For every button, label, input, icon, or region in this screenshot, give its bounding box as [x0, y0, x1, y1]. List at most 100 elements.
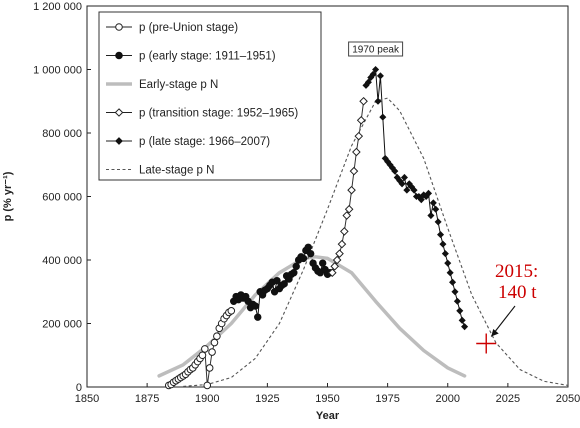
x-axis-title: Year [316, 410, 340, 422]
y-tick-label: 1 000 000 [33, 65, 82, 77]
peak-annotation-label: 1970 peak [352, 45, 400, 56]
data-point-transition-stage [328, 268, 337, 278]
legend-box [98, 11, 322, 181]
data-point-early-stage [251, 302, 260, 310]
y-tick-label: 400 000 [42, 255, 82, 267]
x-tick-label: 2025 [496, 393, 520, 405]
x-tick-label: 1875 [135, 393, 159, 405]
data-point-late-stage [451, 288, 459, 296]
x-tick-label: 1925 [255, 393, 279, 405]
data-point-late-stage [437, 231, 445, 239]
x-tick-label: 2000 [436, 393, 460, 405]
data-point-pre-union [203, 381, 212, 390]
data-point-transition-stage [335, 249, 344, 258]
data-point-late-stage [458, 316, 466, 324]
estimate-annotation-line1: 2015: [495, 261, 538, 282]
x-tick-label: 1975 [375, 393, 399, 405]
legend-label: p (transition stage: 1952–1965) [139, 108, 298, 120]
series-line-late-stage-pn [183, 97, 569, 387]
data-point-transition-stage [332, 255, 342, 265]
data-point-late-stage [424, 189, 433, 197]
data-point-early-stage [306, 249, 315, 258]
data-point-late-stage [369, 70, 377, 78]
legend-swatch-marker [115, 137, 123, 145]
legend: p (pre-Union stage) p (early stage: 1911–… [98, 11, 322, 181]
data-point-late-stage [439, 240, 447, 248]
data-point-late-stage [417, 196, 425, 204]
estimate-annotation-line2: 140 t [498, 282, 537, 303]
x-tick-label: 1900 [195, 393, 219, 405]
data-point-pre-union [213, 332, 221, 341]
data-point-early-stage [318, 259, 327, 267]
legend-swatch-marker [115, 23, 123, 31]
data-point-pre-union [227, 307, 236, 315]
annotations: 1970 peak 2015:140 t [348, 41, 538, 354]
data-point-early-stage [299, 254, 308, 263]
data-point-transition-stage [344, 204, 354, 214]
data-point-late-stage [376, 72, 384, 80]
series-markers [164, 65, 469, 390]
data-point-late-stage [400, 173, 408, 181]
y-axis-title: p (% yr⁻¹) [2, 171, 14, 221]
data-point-pre-union [201, 345, 209, 353]
data-point-late-stage [410, 186, 418, 194]
data-point-late-stage [379, 113, 387, 121]
data-point-late-stage [398, 180, 406, 188]
data-point-pre-union [208, 348, 216, 356]
data-point-early-stage [290, 269, 298, 277]
data-point-late-stage [453, 297, 461, 305]
data-point-early-stage [280, 280, 288, 288]
data-point-early-stage [273, 276, 281, 285]
data-point-transition-stage [330, 262, 340, 271]
data-point-transition-stage [342, 211, 352, 220]
x-tick-label: 1850 [75, 393, 99, 405]
data-point-late-stage [432, 205, 440, 213]
data-point-transition-stage [340, 227, 349, 236]
data-point-late-stage [403, 186, 411, 194]
data-point-late-stage [446, 269, 454, 277]
data-point-early-stage [304, 243, 312, 251]
data-point-pre-union [198, 351, 207, 360]
x-tick-label: 1950 [315, 393, 339, 405]
data-point-late-stage [372, 65, 380, 74]
legend-label: Late-stage p N [139, 165, 214, 177]
data-point-early-stage [292, 262, 300, 271]
y-tick-label: 1 200 000 [33, 1, 82, 13]
data-point-early-stage [254, 313, 262, 321]
legend-label: p (early stage: 1911–1951) [139, 51, 276, 63]
data-point-late-stage [364, 78, 372, 86]
data-point-late-stage [429, 199, 437, 207]
x-tick-label: 2050 [556, 393, 580, 405]
data-point-late-stage [427, 212, 435, 220]
data-point-late-stage [434, 218, 442, 226]
data-point-late-stage [461, 323, 469, 331]
data-point-transition-stage [359, 96, 368, 106]
y-tick-label: 800 000 [42, 128, 82, 140]
data-point-transition-stage [347, 185, 356, 195]
data-point-late-stage [456, 307, 464, 315]
estimate-arrow-head [491, 329, 499, 337]
y-tick-label: 600 000 [42, 192, 82, 204]
data-point-transition-stage [356, 115, 366, 125]
data-point-late-stage [374, 97, 382, 105]
legend-label: Early-stage p N [139, 79, 218, 91]
data-point-late-stage [441, 250, 449, 258]
legend-swatch-marker [114, 108, 124, 117]
data-point-late-stage [391, 167, 399, 175]
data-point-transition-stage [349, 166, 359, 176]
y-tick-label: 200 000 [42, 319, 82, 331]
legend-label: p (late stage: 1966–2007) [139, 136, 270, 148]
peak-annotation-box [348, 41, 404, 57]
data-point-late-stage [449, 278, 457, 286]
data-point-transition-stage [352, 147, 361, 157]
data-point-late-stage [444, 259, 452, 267]
legend-swatch-marker [115, 51, 123, 60]
y-tick-label: 0 [76, 382, 82, 394]
data-point-transition-stage [337, 239, 347, 249]
data-point-pre-union [210, 338, 219, 347]
legend-label: p (pre-Union stage) [139, 22, 238, 34]
data-point-pre-union [205, 364, 214, 372]
data-point-transition-stage [354, 131, 364, 141]
